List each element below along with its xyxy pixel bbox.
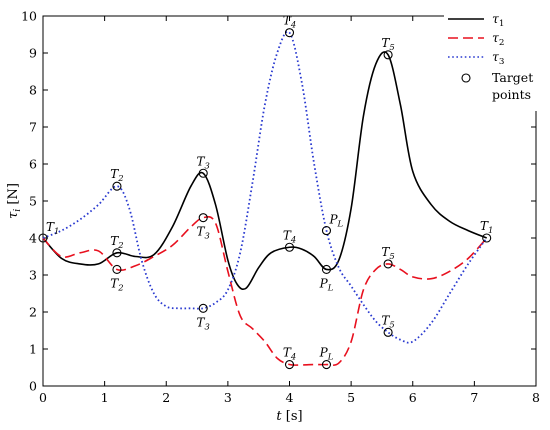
point-label: T3: [197, 154, 210, 170]
point-annotations: T1 T2 T2 T2 T3 T3 T3 T4 T4 T4 PL PL PL T5 T5 T5 T1: [46, 14, 493, 362]
target-point: [383, 50, 393, 60]
y-tick-label: 2: [29, 305, 37, 320]
point-label: T5: [381, 36, 394, 52]
y-tick-label: 6: [29, 157, 37, 172]
point-label: T1: [46, 220, 59, 236]
y-tick-label: 4: [29, 231, 37, 246]
legend-label-tau2: τ2: [492, 30, 505, 48]
x-tick-label: 6: [409, 390, 417, 405]
x-axis-label: t [s]: [276, 409, 302, 424]
x-tick-label: 1: [101, 390, 109, 405]
target-point: [112, 264, 122, 275]
target-point: [482, 233, 492, 243]
legend-target-marker: [461, 73, 471, 83]
x-tick-label: 2: [162, 390, 170, 405]
y-axis-label: τi [N]: [6, 183, 23, 219]
x-tick-label: 4: [286, 390, 294, 405]
point-label: T2: [110, 234, 123, 250]
target-point: [284, 242, 295, 252]
y-tick-label: 8: [29, 83, 37, 98]
series-lines: [42, 30, 488, 366]
target-point: [383, 327, 393, 337]
y-tick-label: 7: [29, 120, 37, 135]
series-line-tau1: [42, 51, 487, 291]
target-point: [198, 303, 208, 313]
y-tick-label: 3: [29, 268, 37, 283]
target-point: [321, 264, 332, 275]
target-point: [198, 213, 208, 223]
point-label: T5: [381, 313, 394, 329]
legend-target-label-line2: points: [492, 87, 531, 102]
point-label: T4: [283, 346, 296, 362]
target-point: [383, 259, 393, 269]
legend-label-tau1: τ1: [492, 11, 505, 29]
x-tick-label: 0: [39, 390, 47, 405]
target-point: [198, 168, 208, 178]
target-point: [112, 248, 122, 258]
y-tick-label: 5: [29, 194, 37, 209]
target-point: [38, 233, 48, 243]
y-tick-label: 1: [29, 342, 37, 357]
point-label: PL: [319, 346, 334, 362]
series-line-tau3: [42, 30, 488, 344]
x-tick-label: 3: [224, 390, 232, 405]
legend-target-label-line1: Target: [492, 70, 533, 85]
target-point: [112, 181, 122, 191]
y-axis-label-group: τi [N]: [6, 183, 23, 219]
target-point-markers: [38, 28, 492, 370]
point-label: T2: [110, 276, 123, 292]
target-point: [321, 226, 332, 236]
point-label: T4: [283, 228, 296, 244]
legend-label-tau3: τ3: [492, 49, 505, 67]
point-label: T4: [283, 14, 296, 30]
point-label: T1: [480, 219, 493, 235]
point-label: T5: [381, 245, 394, 261]
axes: 0 1 2 3 4 5 6 7 8 0 1 2 3 4 5 6 7 8 9 10 t [s] τi [N]: [6, 9, 540, 425]
point-label: T3: [197, 315, 210, 331]
target-point: [321, 359, 332, 370]
x-tick-label: 5: [347, 390, 355, 405]
target-point: [284, 28, 295, 38]
point-label: PL: [328, 213, 343, 229]
target-point: [284, 359, 295, 370]
x-tick-label: 7: [470, 390, 478, 405]
point-label: T2: [110, 167, 123, 183]
y-tick-label: 0: [29, 379, 37, 394]
x-tick-label: 8: [532, 390, 540, 405]
point-label: T3: [197, 225, 210, 241]
point-label: PL: [319, 276, 334, 292]
y-tick-label: 9: [29, 46, 37, 61]
series-line-tau2: [42, 215, 488, 366]
y-tick-label: 10: [21, 9, 37, 24]
